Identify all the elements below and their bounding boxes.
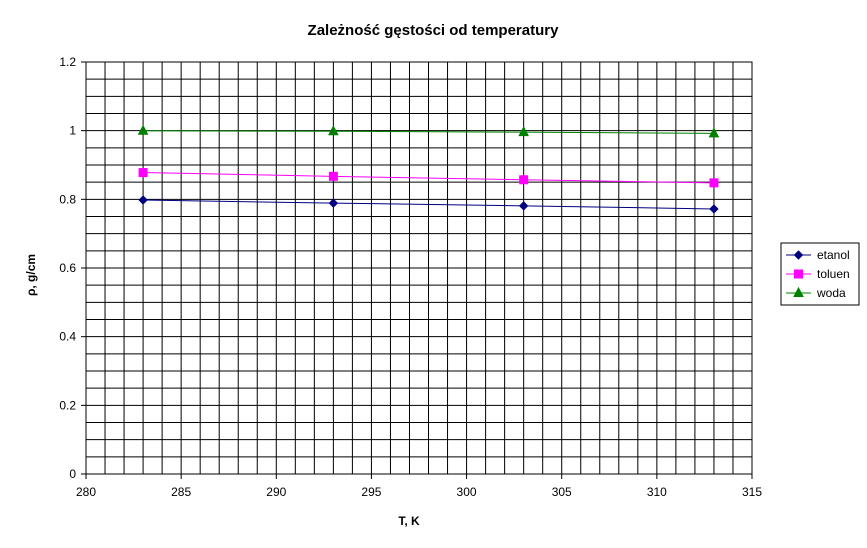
series-layer: [137, 124, 720, 214]
data-point-woda: [137, 124, 149, 135]
legend-marker: [793, 250, 804, 260]
y-tick-label: 0: [69, 467, 76, 481]
series-line-woda: [143, 130, 714, 134]
data-point-woda: [328, 125, 339, 136]
x-tick-labels: 280 285 290 295 300 305 310 315: [76, 474, 762, 499]
y-tick-label: 0.6: [59, 261, 76, 275]
data-point-etanol: [709, 204, 719, 214]
y-tick-label: 0.2: [59, 398, 76, 412]
x-tick-label: 295: [361, 485, 381, 499]
series-woda: [137, 124, 720, 138]
series-line-toluen: [143, 172, 714, 184]
legend-label: etanol: [817, 248, 850, 262]
data-point-etanol: [328, 198, 339, 208]
y-tick-label: 1: [69, 124, 76, 138]
x-axis-label: T, K: [398, 514, 420, 528]
data-point-woda: [708, 127, 720, 138]
legend-marker: [794, 269, 803, 279]
x-tick-label: 285: [171, 485, 191, 499]
y-tick-labels: 0 0.2 0.4 0.6 0.8 1 1.2: [59, 55, 86, 481]
y-tick-label: 0.8: [59, 192, 76, 206]
x-tick-label: 310: [647, 485, 667, 499]
x-tick-label: 315: [742, 485, 762, 499]
data-point-toluen: [709, 178, 719, 188]
chart-title: Zależność gęstości od temperatury: [308, 22, 560, 39]
x-tick-label: 305: [552, 485, 572, 499]
y-tick-label: 0.4: [59, 330, 76, 344]
data-point-woda: [518, 126, 529, 137]
legend: etanol toluen woda: [780, 242, 860, 306]
data-point-toluen: [519, 175, 529, 185]
data-point-etanol: [518, 201, 529, 211]
series-line-etanol: [143, 199, 714, 210]
legend-item-etanol: etanol: [786, 248, 850, 262]
x-tick-label: 290: [266, 485, 286, 499]
x-tick-label: 300: [457, 485, 477, 499]
data-point-etanol: [138, 195, 148, 205]
data-point-toluen: [328, 171, 338, 181]
legend-marker: [793, 286, 804, 297]
legend-label: toluen: [817, 267, 850, 281]
legend-label: woda: [816, 286, 846, 300]
legend-item-woda: woda: [786, 286, 846, 300]
legend-item-toluen: toluen: [786, 267, 850, 281]
x-tick-label: 280: [76, 485, 96, 499]
data-point-toluen: [138, 168, 148, 178]
series-toluen: [138, 168, 719, 188]
y-tick-label: 1.2: [59, 55, 76, 69]
series-etanol: [138, 195, 719, 214]
y-axis-label: ρ, g/cm: [24, 254, 38, 296]
